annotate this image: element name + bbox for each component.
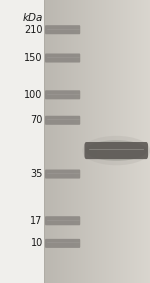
Bar [44,0,150,283]
FancyBboxPatch shape [84,142,148,159]
FancyBboxPatch shape [45,53,80,63]
Ellipse shape [85,140,147,161]
Text: 10: 10 [30,238,43,248]
Ellipse shape [82,136,150,165]
FancyBboxPatch shape [45,116,80,125]
FancyBboxPatch shape [45,25,80,34]
FancyBboxPatch shape [45,90,80,99]
FancyBboxPatch shape [45,170,80,179]
FancyBboxPatch shape [45,239,80,248]
Text: 17: 17 [30,216,43,226]
Bar [0,0,44,283]
Text: 210: 210 [24,25,43,35]
Text: 150: 150 [24,53,43,63]
Text: 70: 70 [30,115,43,125]
FancyBboxPatch shape [45,216,80,225]
Text: 100: 100 [24,90,43,100]
Text: 35: 35 [30,169,43,179]
Text: kDa: kDa [22,13,43,23]
